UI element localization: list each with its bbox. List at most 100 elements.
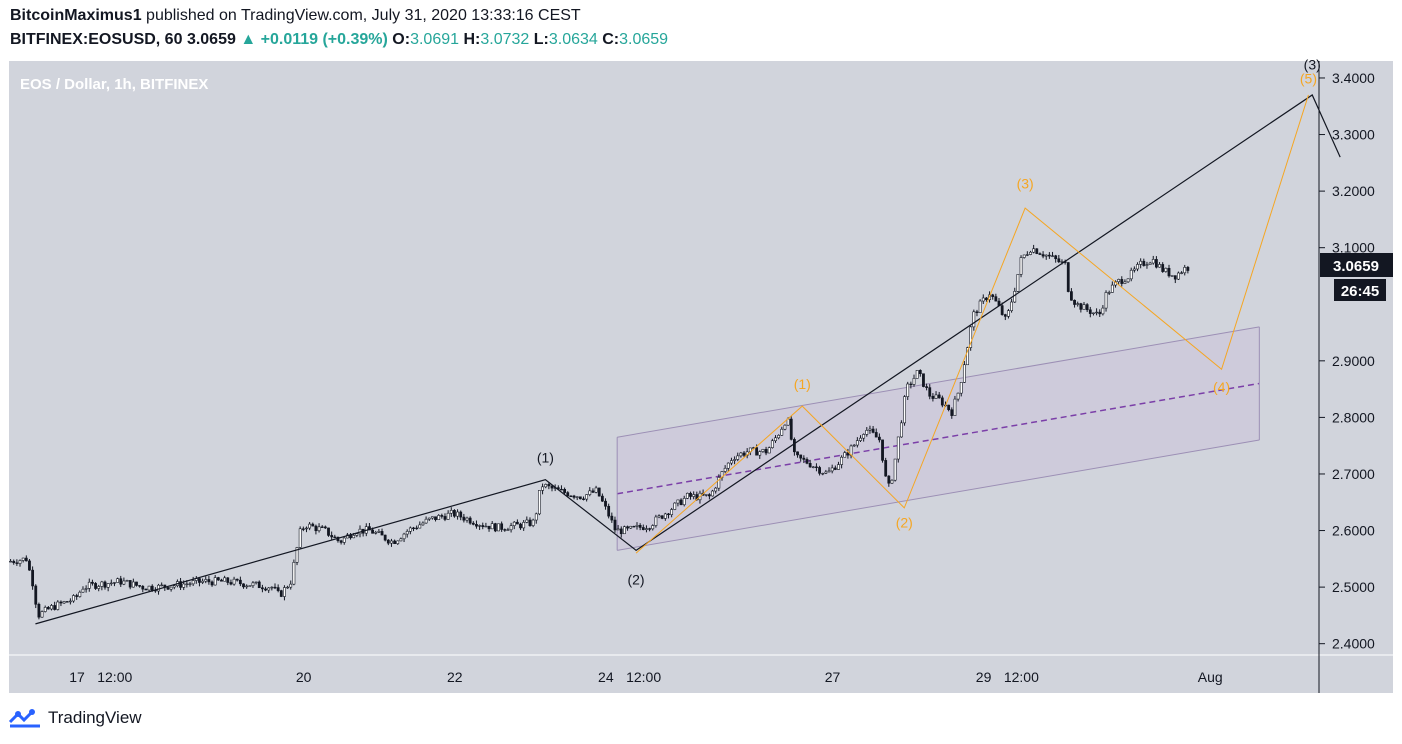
price-axis-background[interactable] [1316,61,1393,655]
candle-body [1186,267,1190,271]
candle-body [141,585,145,590]
candle-body [1183,267,1187,274]
candle [900,420,903,438]
author-name[interactable]: BitcoinMaximus1 [10,7,142,24]
candle-body [676,499,680,504]
candle [877,433,881,443]
candle [1123,279,1127,285]
candle-body [985,297,988,300]
candle [626,525,629,531]
candle-body [884,460,888,477]
candle-body [415,527,419,530]
axis-ticks: 3.4000 3.3000 3.2000 3.1000 2.9000 2.8000 2.70… [69,70,1375,685]
candle [887,475,891,487]
candle-body [1003,314,1007,317]
candle [815,463,818,472]
candle [169,586,173,592]
candle-body [497,523,500,532]
candle [770,438,774,449]
candle [471,521,475,526]
candle-body [459,511,463,518]
candle-body [352,535,356,539]
time-axis-background[interactable] [9,655,1393,693]
candle-body [94,583,97,589]
candle-body [91,581,94,584]
candle [213,574,217,586]
candle [607,503,611,519]
candle [799,454,803,462]
candle [238,576,242,587]
candle-body [991,294,995,297]
candle [506,527,510,531]
candle-body [789,418,793,440]
candle-body [380,531,384,536]
candle-body [1161,264,1165,272]
candle [569,495,573,498]
candle [229,579,233,586]
wave-major-line [35,94,1341,625]
candle-body [449,510,453,514]
y-tick-label: 3.2000 [1332,183,1375,199]
candle [226,577,230,586]
candle [981,294,985,304]
x-tick-label: Aug [1198,669,1223,685]
candle-body [220,579,223,582]
x-tick-label: 27 [825,669,841,685]
candle-body [1104,292,1108,309]
candle-body [959,382,963,394]
candle [711,489,714,497]
candle-body [925,386,929,388]
candle [824,469,828,475]
candle-body [638,524,642,528]
candle-body [962,364,966,383]
footer-brand[interactable]: TradingView [8,708,142,728]
candle [1092,312,1095,316]
candle [723,465,727,474]
candle-body [670,509,674,515]
candle [1120,276,1124,287]
candle-body [65,601,69,603]
x-tick-label: 17 [69,669,85,685]
candle-body [679,499,683,506]
candle-body [311,523,315,527]
candle-body [412,527,415,530]
candle [320,525,324,528]
candle-body [1047,254,1051,257]
candle [28,558,31,571]
candle [383,534,387,542]
candle-body [651,525,655,530]
candle [512,520,516,530]
candle [1177,271,1180,280]
candle-body [818,467,821,474]
candle [978,299,982,313]
candle-body [1177,272,1180,280]
publish-header: BitcoinMaximus1 published on TradingView… [10,7,581,25]
candle-body [408,527,412,532]
candle [1183,264,1187,276]
candle [443,513,447,522]
candle-body [792,439,796,453]
candle [780,426,784,436]
wave-minor-line [635,94,1309,554]
candle [75,593,79,600]
x-tick-label: 24 [598,669,614,685]
candle-body [519,523,522,529]
candle-body [116,578,120,583]
candle-body [103,581,107,588]
candle-body [1060,261,1064,263]
candle [975,309,979,317]
candle-body [323,526,327,529]
candle-body [730,460,733,464]
candle-body [859,437,862,441]
candle-body [1000,305,1004,315]
candle [991,293,995,300]
candle [327,527,330,537]
candle-body [481,525,485,528]
candle-body [462,516,466,521]
candle-body [333,536,337,539]
candle [1117,278,1121,285]
candle-body [453,510,456,517]
candle-body [12,560,16,564]
candle [663,512,667,521]
